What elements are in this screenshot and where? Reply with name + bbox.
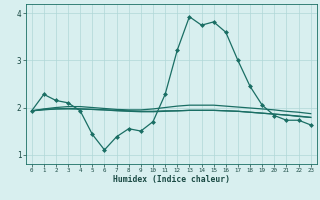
X-axis label: Humidex (Indice chaleur): Humidex (Indice chaleur) bbox=[113, 175, 230, 184]
